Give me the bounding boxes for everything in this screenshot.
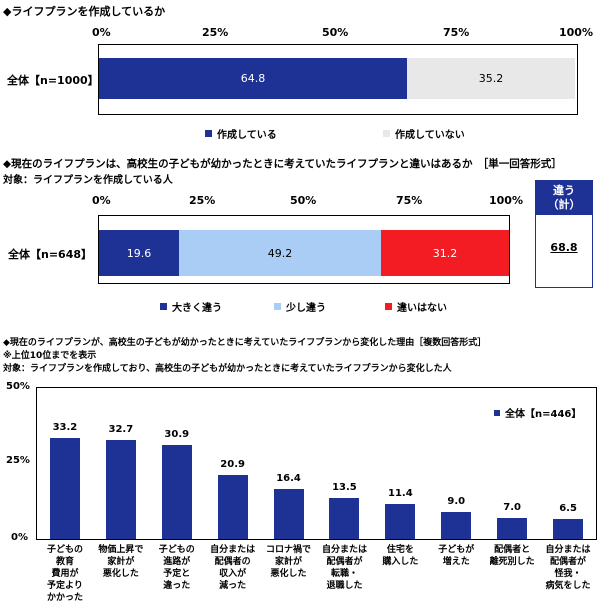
chart2-legend-none: 違いはない (385, 299, 447, 314)
chart2-legend-big: 大きく違う (160, 299, 222, 314)
chart2-summary-box: 違う （計） 68.8 (535, 180, 593, 288)
chart3-value-label-1: 33.2 (52, 422, 78, 434)
chart2-xtick-0: 0% (92, 194, 111, 207)
chart2-title: ◆現在のライフプランは、高校生の子どもが幼かったときに考えていたライフプランと違… (3, 158, 562, 170)
chart3-value-label-8: 9.0 (447, 495, 466, 507)
chart2-bar-segment-none: 31.2 (381, 230, 509, 276)
chart2-xtick-50: 50% (290, 194, 317, 207)
chart3-category-label-10: 自分または 配偶者が 怪我・ 病気をした (545, 545, 591, 591)
chart2-xtick-25: 25% (189, 194, 216, 207)
chart2-value-little: 49.2 (267, 246, 293, 260)
chart3-subtitle: 対象：ライフプランを作成しており、高校生の子どもが幼かったときに考えていたライフ… (3, 364, 452, 374)
chart3-bar-5 (273, 489, 304, 539)
chart3-category-label-3: 子どもの 進路が 予定と 違った (158, 545, 195, 591)
chart3-value-label-10: 6.5 (559, 503, 577, 515)
chart3-ytick-0: 0% (11, 532, 28, 543)
chart3-category-label-8: 子どもが 増えた (438, 545, 475, 567)
chart2-legend-little: 少し違う (274, 299, 326, 314)
chart1-bar-track: 64.8 35.2 (99, 58, 575, 99)
chart3-legend-label: 全体【n=446】 (505, 409, 582, 420)
chart3-category-label-6: 自分または 配偶者が 転職・ 退職した (321, 545, 367, 591)
chart3-bar-9 (497, 517, 528, 539)
chart3-category-label-1: 子どもの 教育 費用が 予定より かかった (46, 545, 83, 603)
chart3-value-label-5: 16.4 (276, 473, 301, 485)
chart1-xtick-100: 100% (559, 26, 593, 39)
chart3-category-label-7: 住宅を 購入した (382, 545, 419, 567)
chart2-xtick-75: 75% (396, 194, 423, 207)
chart1-category-label: 全体【n=1000】 (7, 74, 99, 87)
chart1-plot-frame (98, 44, 578, 115)
chart3-category-label-4: 自分または 配偶者の 収入が 減った (210, 545, 256, 591)
chart2-summary-title-2: （計） (547, 198, 581, 211)
chart2-value-big: 19.6 (126, 246, 152, 260)
chart1-value-no: 35.2 (478, 72, 504, 85)
chart3-value-label-6: 13.5 (332, 481, 357, 493)
chart2-subtitle: 対象：ライフプランを作成している人 (3, 175, 173, 186)
chart2-legend-label-big: 大きく違う (172, 303, 222, 314)
chart3-bar-7 (385, 504, 416, 539)
chart3-title: ◆現在のライフプランが、高校生の子どもが幼かったときに考えていたライフプランから… (3, 338, 487, 348)
chart3-bar-10 (553, 519, 584, 539)
chart2-xtick-100: 100% (489, 194, 523, 207)
chart1-xtick-25: 25% (202, 26, 229, 39)
chart2-summary-value: 68.8 (550, 241, 578, 254)
chart1-bar-segment-no: 35.2 (407, 58, 575, 99)
chart3-value-label-3: 30.9 (164, 429, 190, 441)
chart1-xtick-0: 0% (92, 26, 111, 39)
chart3-value-label-7: 11.4 (388, 488, 413, 500)
chart3-value-label-4: 20.9 (220, 459, 245, 471)
chart2-category-label: 全体【n=648】 (8, 248, 93, 261)
chart3-bar-6 (329, 497, 360, 539)
chart1-legend-swatch-no (383, 130, 390, 137)
chart1-value-yes: 64.8 (240, 72, 266, 85)
chart2-value-none: 31.2 (432, 246, 458, 260)
chart2-bar-segment-little: 49.2 (179, 230, 381, 276)
chart2-legend-swatch-big (160, 303, 167, 310)
chart3-note: ※上位10位までを表示 (3, 351, 97, 361)
chart3-category-label-9: 配偶者と 離死別した (489, 545, 535, 567)
chart3-category-label-2: 物価上昇で 家計が 悪化した (98, 545, 144, 579)
chart3-category-label-5: コロナ禍で 家計が 悪化した (266, 545, 312, 579)
chart1-legend-yes: 作成している (205, 126, 277, 141)
chart3-bar-8 (441, 511, 472, 539)
chart3-value-label-2: 32.7 (108, 423, 134, 435)
chart1-xtick-50: 50% (322, 26, 349, 39)
chart3-legend: 全体【n=446】 (494, 405, 581, 420)
chart2-legend-swatch-none (385, 303, 392, 310)
chart2-bar-segment-big: 19.6 (99, 230, 179, 276)
chart2-legend-label-little: 少し違う (286, 303, 326, 314)
chart3-legend-swatch (494, 409, 500, 416)
chart1-legend-label-no: 作成していない (395, 130, 465, 141)
chart1-legend-label-yes: 作成している (217, 130, 277, 141)
chart3-bar-1 (49, 438, 80, 539)
chart2-legend-label-none: 違いはない (397, 303, 447, 314)
chart1-bar-segment-yes: 64.8 (99, 58, 407, 99)
chart3-value-label-9: 7.0 (503, 501, 521, 513)
chart3-bar-2 (105, 439, 136, 539)
chart1-legend-swatch-yes (205, 130, 212, 137)
chart2-summary-header: 違う （計） (536, 181, 592, 215)
chart2-legend-swatch-little (274, 303, 281, 310)
chart3-bar-3 (161, 445, 192, 539)
chart2-bar-track: 19.6 49.2 31.2 (99, 230, 509, 276)
chart1-legend-no: 作成していない (383, 126, 465, 141)
chart2-summary-title-1: 違う (553, 184, 575, 197)
chart2-plot-frame (98, 215, 510, 284)
chart3-ytick-50: 50% (6, 381, 30, 392)
chart3-bar-4 (217, 475, 248, 539)
chart1-title: ◆ライフプランを作成しているか (3, 5, 166, 18)
chart3-plot-frame (36, 387, 597, 540)
chart3-ytick-25: 25% (6, 455, 30, 466)
chart1-xtick-75: 75% (443, 26, 470, 39)
